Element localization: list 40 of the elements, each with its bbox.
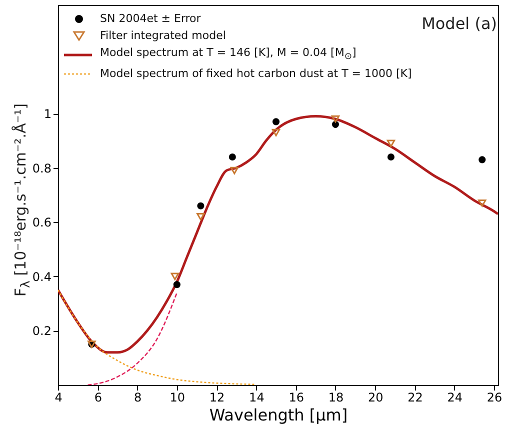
- line-series: [87, 292, 178, 385]
- y-tick-label: 0.6: [32, 216, 52, 230]
- x-tick-label: 6: [94, 390, 102, 404]
- point: [387, 153, 395, 161]
- point: [272, 128, 280, 136]
- point: [230, 166, 238, 174]
- point: [196, 213, 205, 220]
- point: [228, 153, 236, 161]
- x-tick-label: 22: [408, 390, 423, 404]
- legend-label: SN 2004et ± Error: [100, 11, 201, 27]
- y-tick-label: 0.2: [32, 324, 52, 338]
- x-tick-label: 4: [54, 390, 62, 404]
- point: [170, 272, 180, 280]
- point: [386, 140, 396, 148]
- y-tick-label: 1: [44, 107, 52, 122]
- x-axis-title: Wavelength [μm]: [209, 406, 348, 424]
- x-tick-label: 26: [486, 390, 502, 404]
- x-tick-label: 8: [134, 390, 142, 404]
- point: [173, 281, 180, 288]
- line-series: [58, 115, 498, 354]
- x-tick-label: 10: [170, 390, 186, 404]
- line-series: [58, 289, 257, 385]
- legend-label: Model spectrum of fixed hot carbon dust at T = 1000 [K]: [100, 66, 412, 82]
- annotation: Model (a): [422, 14, 497, 33]
- x-tick-label: 24: [447, 390, 463, 404]
- point: [272, 118, 280, 126]
- x-tick-label: 18: [328, 390, 344, 404]
- point: [331, 115, 340, 123]
- x-tick-label: 20: [368, 390, 384, 404]
- point: [478, 199, 486, 207]
- x-tick-label: 12: [209, 390, 225, 404]
- x-tick-label: 14: [249, 390, 264, 404]
- y-tick-label: 0.4: [32, 270, 52, 284]
- point: [197, 202, 204, 210]
- legend-label: Model spectrum at T = 146 [K], M = 0.04 [M$_{⊙}$]: [100, 45, 356, 64]
- point: [332, 120, 340, 128]
- point: [478, 156, 486, 164]
- x-tick-label: 16: [288, 390, 304, 404]
- legend-label: Filter integrated model: [100, 28, 226, 44]
- y-tick-label: 0.8: [32, 161, 52, 176]
